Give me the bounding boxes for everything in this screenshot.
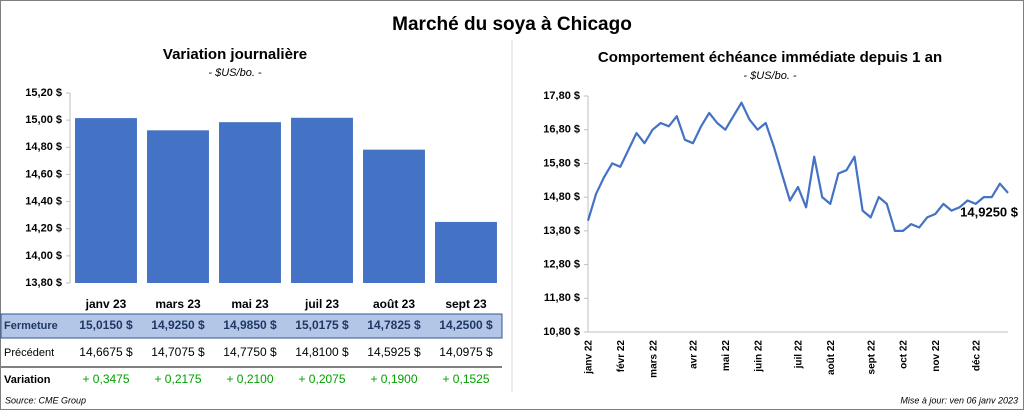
y-tick-label: 14,60 $ xyxy=(25,168,62,180)
y-tick-label: 14,80 $ xyxy=(25,141,62,153)
y-tick-label: 11,80 $ xyxy=(544,292,580,304)
row-label: Variation xyxy=(4,374,51,386)
bar xyxy=(363,149,425,283)
table-cell: 14,5925 $ xyxy=(367,345,421,359)
x-tick-label: juin 22 xyxy=(753,340,764,373)
x-tick-label: mars 23 xyxy=(155,297,201,311)
table-cell: + 0,3475 xyxy=(82,372,129,386)
x-tick-label: janv 22 xyxy=(584,340,595,375)
y-tick-label: 17,80 $ xyxy=(543,90,580,102)
table-cell: 14,7825 $ xyxy=(367,318,421,332)
table-cell: + 0,1525 xyxy=(442,372,489,386)
table-cell: 14,6675 $ xyxy=(79,345,133,359)
x-tick-label: août 22 xyxy=(826,340,837,375)
table-cell: 14,0975 $ xyxy=(439,345,493,359)
x-tick-label: févr 22 xyxy=(616,340,627,373)
y-tick-label: 14,20 $ xyxy=(25,223,62,235)
table-cell: 14,8100 $ xyxy=(295,345,349,359)
x-tick-label: avr 22 xyxy=(689,340,700,369)
x-tick-label: déc 22 xyxy=(971,340,982,372)
bar xyxy=(291,117,353,284)
table-cell: 15,0175 $ xyxy=(295,318,349,332)
price-line xyxy=(586,101,1009,232)
x-tick-label: mai 22 xyxy=(721,340,732,372)
x-tick-label: sept 23 xyxy=(445,297,487,311)
table-cell: 14,7750 $ xyxy=(223,345,277,359)
y-tick-label: 14,00 $ xyxy=(25,250,62,262)
y-tick-label: 15,00 $ xyxy=(25,114,62,126)
y-tick-label: 14,80 $ xyxy=(543,191,580,203)
chart-subtitle: - $US/bo. - xyxy=(743,70,797,82)
row-label: Précédent xyxy=(4,347,54,359)
table-cell: 14,9850 $ xyxy=(223,318,277,332)
y-tick-label: 16,80 $ xyxy=(543,124,580,136)
y-tick-label: 14,40 $ xyxy=(25,195,62,207)
chart-title: Variation journalière xyxy=(163,46,307,63)
table-cell: 14,7075 $ xyxy=(151,345,205,359)
x-tick-label: août 23 xyxy=(373,297,415,311)
x-tick-label: janv 23 xyxy=(85,297,127,311)
table-cell: + 0,2075 xyxy=(298,372,345,386)
y-tick-label: 12,80 $ xyxy=(543,258,580,270)
y-tick-label: 15,80 $ xyxy=(543,157,580,169)
page-title: Marché du soya à Chicago xyxy=(392,14,632,35)
bar xyxy=(219,122,281,283)
y-tick-label: 13,80 $ xyxy=(25,277,62,289)
table-cell: 14,2500 $ xyxy=(439,318,493,332)
chart-title: Comportement échéance immédiate depuis 1… xyxy=(598,49,942,66)
x-tick-label: nov 22 xyxy=(931,340,942,372)
x-tick-label: sept 22 xyxy=(866,340,877,375)
y-tick-label: 13,80 $ xyxy=(543,225,580,237)
row-label: Fermeture xyxy=(4,320,58,332)
bar xyxy=(435,221,497,283)
x-tick-label: mars 22 xyxy=(648,340,659,378)
x-tick-label: juil 23 xyxy=(304,297,339,311)
y-tick-label: 15,20 $ xyxy=(25,87,62,99)
x-tick-label: oct 22 xyxy=(899,340,910,369)
source: Source: CME Group xyxy=(5,395,86,405)
bar xyxy=(75,118,137,283)
table-cell: + 0,2175 xyxy=(154,372,201,386)
updated: Mise à jour: ven 06 janv 2023 xyxy=(900,395,1018,405)
table-cell: + 0,2100 xyxy=(226,372,273,386)
x-tick-label: juil 22 xyxy=(794,340,805,370)
table-cell: 15,0150 $ xyxy=(79,318,133,332)
bar xyxy=(147,130,209,283)
chart-subtitle: - $US/bo. - xyxy=(208,67,262,79)
table-cell: 14,9250 $ xyxy=(151,318,205,332)
x-tick-label: mai 23 xyxy=(231,297,269,311)
y-tick-label: 10,80 $ xyxy=(543,326,580,338)
value-label: 14,9250 $ xyxy=(960,204,1019,219)
table-cell: + 0,1900 xyxy=(370,372,417,386)
table-highlight xyxy=(0,313,503,339)
